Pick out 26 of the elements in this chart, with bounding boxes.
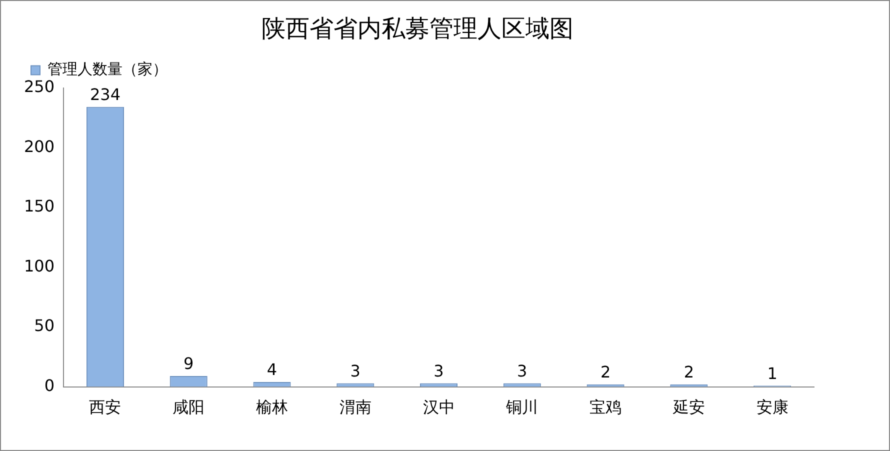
legend-label: 管理人数量（家） xyxy=(48,60,168,78)
x-tick-label: 延安 xyxy=(672,398,705,417)
x-tick-label: 西安 xyxy=(89,398,122,417)
y-tick-label: 200 xyxy=(24,136,55,156)
x-tick-label: 渭南 xyxy=(339,398,372,417)
x-tick-label: 汉中 xyxy=(422,398,455,417)
y-tick-label: 100 xyxy=(24,256,55,276)
x-tick-label: 宝鸡 xyxy=(590,398,622,417)
data-label: 4 xyxy=(266,360,278,380)
x-tick-label: 铜川 xyxy=(505,398,538,417)
data-label: 2 xyxy=(684,362,694,382)
y-tick-label: 250 xyxy=(24,76,55,96)
data-label: 3 xyxy=(350,361,360,380)
x-tick-label: 安康 xyxy=(756,398,788,417)
y-tick-label: 150 xyxy=(24,196,55,216)
data-label: 1 xyxy=(767,364,778,383)
data-label: 9 xyxy=(184,354,194,374)
data-label: 3 xyxy=(434,361,444,380)
x-tick-label: 咸阳 xyxy=(172,398,205,417)
data-label: 234 xyxy=(90,85,121,104)
y-tick-label: 0 xyxy=(44,376,55,395)
y-tick-label: 50 xyxy=(34,316,55,336)
x-tick-label: 榆林 xyxy=(256,398,288,417)
data-label: 3 xyxy=(517,361,528,380)
chart-title: 陕西省省内私募管理人区域图 xyxy=(262,14,574,43)
data-label: 2 xyxy=(600,362,611,382)
